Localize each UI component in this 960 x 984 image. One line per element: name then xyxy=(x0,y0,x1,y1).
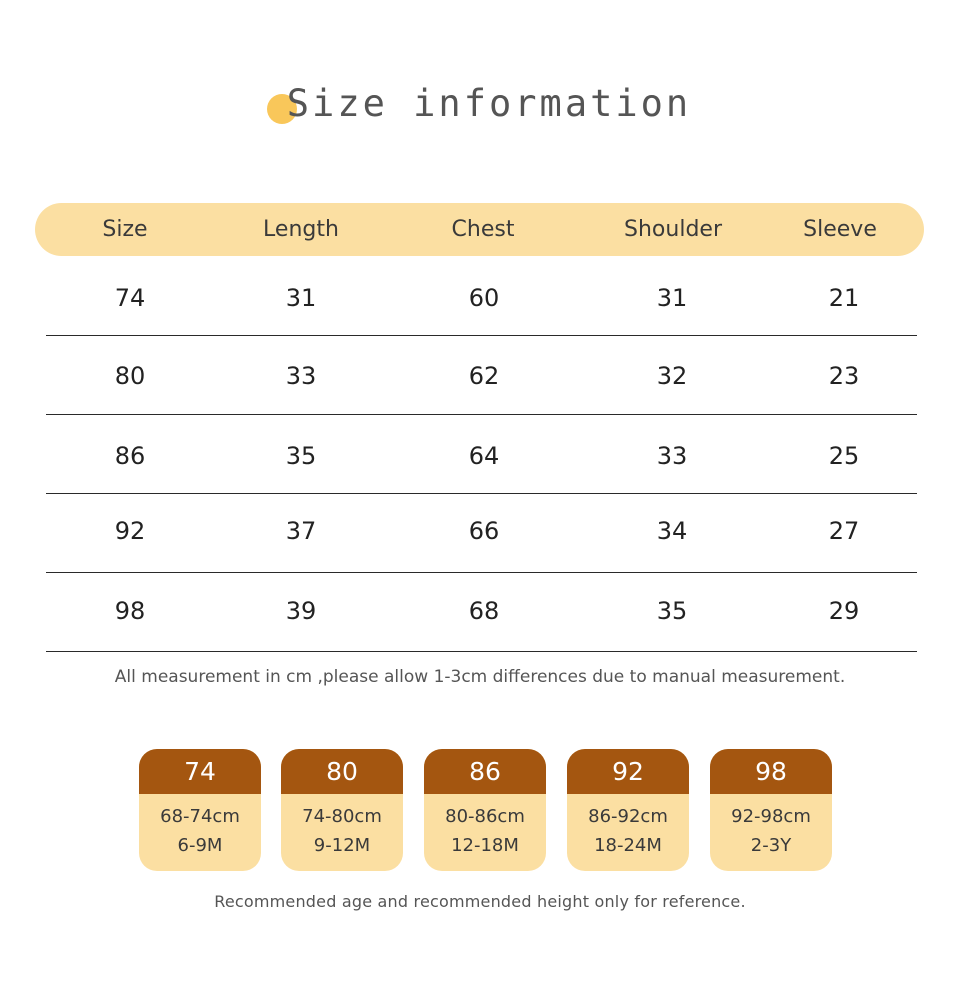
row-divider xyxy=(46,651,917,652)
cell-sleeve: 21 xyxy=(828,284,860,312)
dot-icon xyxy=(266,94,297,124)
card-age: 6-9M xyxy=(177,835,223,856)
cell-sleeve: 29 xyxy=(828,597,860,625)
size-card: 74 68-74cm 6-9M xyxy=(139,749,261,871)
cell-length: 33 xyxy=(285,362,317,390)
size-card: 98 92-98cm 2-3Y xyxy=(710,749,832,871)
table-row: 92 37 66 34 27 xyxy=(46,494,917,573)
size-card: 92 86-92cm 18-24M xyxy=(567,749,689,871)
row-divider xyxy=(46,493,917,494)
cell-shoulder: 35 xyxy=(656,597,688,625)
cell-size: 98 xyxy=(114,597,146,625)
card-size: 98 xyxy=(710,749,832,794)
cell-shoulder: 32 xyxy=(656,362,688,390)
header-shoulder: Shoulder xyxy=(624,217,722,242)
cell-length: 39 xyxy=(285,597,317,625)
cell-chest: 66 xyxy=(468,517,500,545)
card-size: 74 xyxy=(139,749,261,794)
card-size: 86 xyxy=(424,749,546,794)
card-age: 12-18M xyxy=(451,835,519,856)
cell-size: 80 xyxy=(114,362,146,390)
cell-sleeve: 27 xyxy=(828,517,860,545)
cell-shoulder: 33 xyxy=(656,442,688,470)
measurement-note: All measurement in cm ,please allow 1-3c… xyxy=(114,667,846,687)
cell-size: 92 xyxy=(114,517,146,545)
card-age: 2-3Y xyxy=(750,835,792,856)
card-height: 86-92cm xyxy=(588,806,668,827)
table-row: 74 31 60 31 21 xyxy=(46,256,917,336)
table-row: 80 33 62 32 23 xyxy=(46,336,917,415)
row-divider xyxy=(46,335,917,336)
card-height: 68-74cm xyxy=(160,806,240,827)
cell-sleeve: 25 xyxy=(828,442,860,470)
card-age: 9-12M xyxy=(313,835,371,856)
cell-size: 86 xyxy=(114,442,146,470)
card-size: 80 xyxy=(281,749,403,794)
table-row: 98 39 68 35 29 xyxy=(46,573,917,652)
card-age: 18-24M xyxy=(594,835,662,856)
cell-length: 35 xyxy=(285,442,317,470)
table-row: 86 35 64 33 25 xyxy=(46,415,917,494)
size-card: 86 80-86cm 12-18M xyxy=(424,749,546,871)
cell-length: 37 xyxy=(285,517,317,545)
footer-note: Recommended age and recommended height o… xyxy=(214,892,746,911)
cell-chest: 60 xyxy=(468,284,500,312)
cell-sleeve: 23 xyxy=(828,362,860,390)
cell-chest: 64 xyxy=(468,442,500,470)
header-sleeve: Sleeve xyxy=(803,217,877,242)
row-divider xyxy=(46,572,917,573)
cell-size: 74 xyxy=(114,284,146,312)
cell-shoulder: 31 xyxy=(656,284,688,312)
header-chest: Chest xyxy=(451,217,515,242)
table-header: Size Length Chest Shoulder Sleeve xyxy=(35,203,924,256)
title-area: Size information xyxy=(0,82,960,125)
page-title: Size information xyxy=(286,82,692,125)
header-size: Size xyxy=(102,217,148,242)
card-height: 92-98cm xyxy=(731,806,811,827)
card-height: 80-86cm xyxy=(445,806,525,827)
card-height: 74-80cm xyxy=(302,806,382,827)
cell-length: 31 xyxy=(285,284,317,312)
cell-chest: 68 xyxy=(468,597,500,625)
card-size: 92 xyxy=(567,749,689,794)
cell-shoulder: 34 xyxy=(656,517,688,545)
row-divider xyxy=(46,414,917,415)
cell-chest: 62 xyxy=(468,362,500,390)
size-card: 80 74-80cm 9-12M xyxy=(281,749,403,871)
header-length: Length xyxy=(263,217,339,242)
